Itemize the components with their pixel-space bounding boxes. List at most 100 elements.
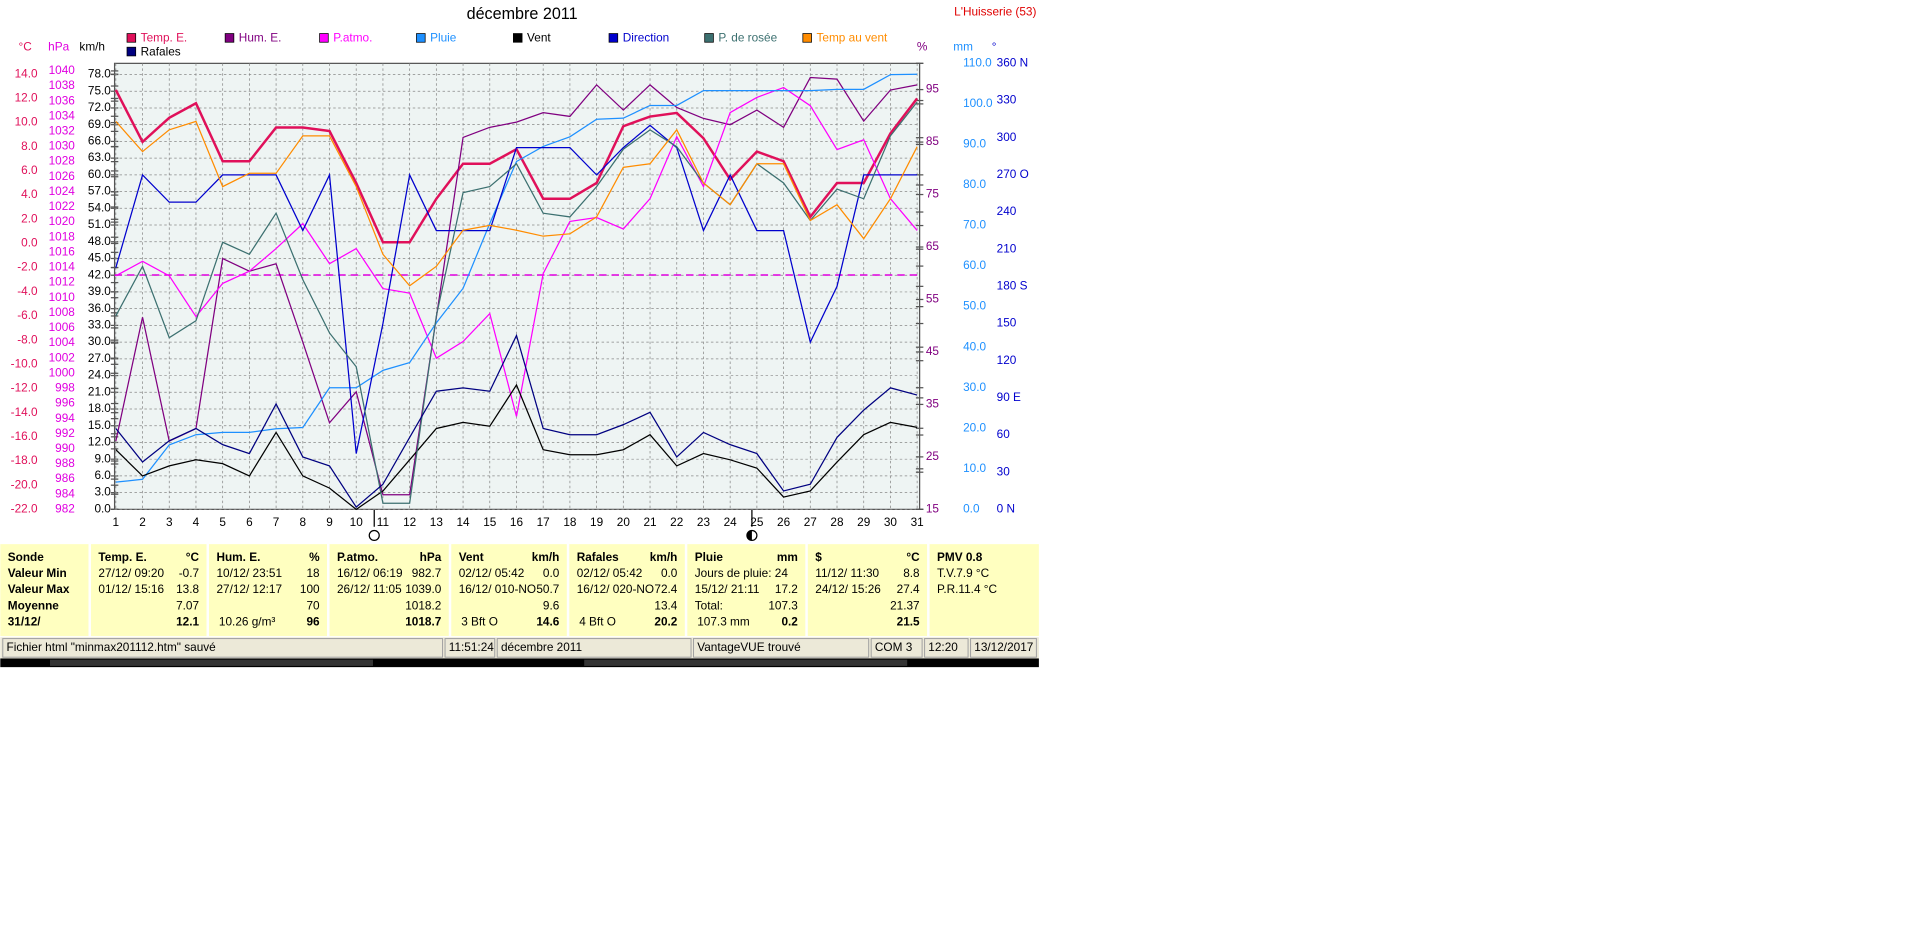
legend-label: Temp. E. (141, 31, 188, 45)
y-tick-label: 33.0 (88, 317, 111, 331)
series-line (115, 101, 918, 504)
y-tick-label: 1004 (49, 335, 76, 349)
table-cell-value: 50.7 (536, 582, 559, 596)
legend-swatch (126, 46, 137, 57)
y-tick-label: 270 O (997, 167, 1029, 181)
table-cell-label: 24/12/ 15:26 (815, 582, 881, 596)
table-header: Hum. E. (216, 550, 260, 564)
y-tick-label: 15.0 (88, 418, 111, 432)
table-cell-value: 96 (306, 615, 320, 629)
x-tick-label: 30 (884, 515, 898, 529)
table-row-label: T.V.7.9 °C (937, 566, 990, 580)
x-tick-label: 15 (483, 515, 497, 529)
legend-label: P. de rosée (718, 31, 777, 45)
y-tick-label: 45.0 (88, 251, 111, 265)
y-tick-label: 65 (926, 239, 940, 253)
y-tick-label: -4.0 (17, 284, 38, 298)
station-name: L'Huisserie (53) (954, 5, 1036, 19)
y-tick-label: 984 (55, 486, 75, 500)
y-tick-label: 988 (55, 456, 75, 470)
x-tick-label: 8 (300, 515, 307, 529)
table-row-label: Valeur Min (8, 566, 67, 580)
legend-label: Vent (527, 31, 551, 45)
table-header: $ (815, 550, 822, 564)
y-tick-label: -18.0 (11, 453, 38, 467)
x-tick-label: 17 (537, 515, 550, 529)
x-tick-label: 12 (403, 515, 416, 529)
y-tick-label: 330 (997, 93, 1017, 107)
table-cell-bg (687, 544, 806, 637)
y-tick-label: 0.0 (94, 501, 111, 515)
legend-swatch (513, 33, 523, 43)
table-unit: km/h (532, 550, 560, 564)
table-unit: mm (777, 550, 798, 564)
y-tick-label: -22.0 (11, 501, 38, 515)
table-cell-value: 100 (300, 582, 320, 596)
y-tick-label: 60 (997, 427, 1011, 441)
table-header: Rafales (577, 550, 619, 564)
x-tick-label: 11 (377, 515, 389, 529)
y-tick-label: 2.0 (21, 211, 38, 225)
moon-icon-shade (746, 530, 752, 541)
x-tick-label: 24 (724, 515, 738, 529)
x-tick-label: 28 (830, 515, 844, 529)
y-tick-label: 1028 (49, 154, 76, 168)
status-text: VantageVUE trouvé (697, 640, 801, 654)
y-tick-label: 1000 (49, 365, 76, 379)
y-tick-label: 240 (997, 204, 1017, 218)
y-tick-label: 78.0 (88, 67, 111, 81)
table-cell-label: 16/12/ 020-NO (577, 582, 654, 596)
y-tick-label: 35 (926, 397, 940, 411)
x-tick-label: 13 (430, 515, 444, 529)
y-tick-label: -16.0 (11, 429, 38, 443)
table-cell-bg (329, 544, 449, 637)
y-tick-label: 42.0 (88, 267, 111, 281)
table-cell-value: 70 (306, 598, 320, 612)
table-cell-value: 13.4 (654, 598, 677, 612)
y-tick-label: 1008 (49, 305, 76, 319)
status-panel (924, 638, 969, 658)
legend-label: Hum. E. (239, 31, 282, 45)
y-tick-label: 1030 (49, 139, 76, 153)
y-tick-label: 66.0 (88, 134, 111, 148)
table-cell-bg (209, 544, 328, 637)
series-line (115, 73, 918, 483)
y-tick-label: 40.0 (963, 339, 986, 353)
table-unit: % (309, 550, 320, 564)
y-tick-label: 0.0 (21, 236, 38, 250)
status-text: 13/12/2017 (974, 640, 1033, 654)
table-cell-value: 12.1 (176, 615, 199, 629)
y-tick-label: 57.0 (88, 184, 111, 198)
table-cell-label: 10/12/ 23:51 (216, 566, 282, 580)
table-cell-label: 27/12/ 09:20 (98, 566, 164, 580)
y-tick-label: 1038 (49, 78, 76, 92)
legend-label: Rafales (141, 44, 181, 58)
table-row-label: P.R.11.4 °C (937, 582, 998, 596)
y-tick-label: 51.0 (88, 217, 111, 231)
y-tick-label: 6.0 (94, 468, 111, 482)
y-tick-label: 1022 (49, 199, 75, 213)
y-tick-label: 1032 (49, 124, 75, 138)
table-header: Sonde (8, 550, 44, 564)
y-tick-label: 8.0 (21, 139, 38, 153)
status-text: COM 3 (875, 640, 913, 654)
y-tick-label: 982 (55, 501, 75, 515)
y-tick-label: 90.0 (963, 137, 986, 151)
x-tick-label: 10 (350, 515, 364, 529)
x-tick-label: 7 (273, 515, 280, 529)
y-tick-label: 12.0 (88, 435, 111, 449)
axis-unit-label: hPa (48, 39, 69, 53)
y-tick-label: 15 (926, 501, 940, 515)
plot-area (113, 62, 921, 510)
status-panel (444, 638, 496, 658)
y-tick-label: 50.0 (963, 299, 986, 313)
status-panel (970, 638, 1037, 658)
x-tick-label: 1 (113, 515, 120, 529)
y-tick-label: 3.0 (94, 485, 111, 499)
y-tick-label: 120 (997, 353, 1017, 367)
table-cell-label: 26/12/ 11:05 (337, 582, 402, 596)
y-tick-label: 360 N (997, 55, 1028, 69)
y-tick-label: 998 (55, 381, 75, 395)
